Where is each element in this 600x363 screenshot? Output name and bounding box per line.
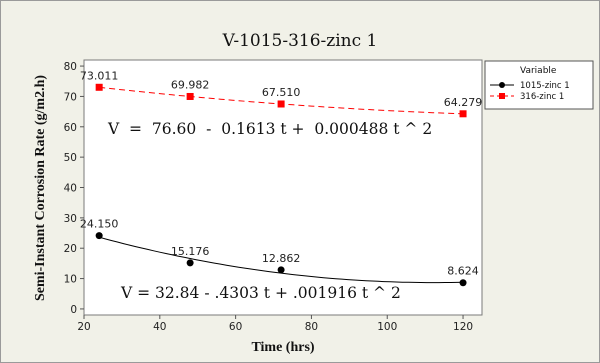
data-label: 15.176 [171, 245, 210, 258]
legend-label: 1015-zinc 1 [520, 81, 570, 91]
y-tick-label: 40 [64, 183, 77, 195]
x-tick-label: 100 [377, 321, 397, 333]
y-tick-label: 20 [64, 243, 77, 255]
data-label: 24.150 [80, 218, 119, 231]
x-tick-label: 40 [153, 321, 166, 333]
data-point [186, 92, 194, 100]
y-axis-label: Semi-Instant Corrosion Rate (g/m2.h) [33, 75, 48, 301]
equation-1015-zinc: V = 32.84 - .4303 t + .001916 t ^ 2 [120, 284, 401, 302]
legend-title: Variable [520, 66, 557, 76]
data-point [95, 232, 103, 240]
x-tick-label: 120 [453, 321, 473, 333]
data-label: 64.279 [444, 96, 483, 109]
data-point [459, 279, 467, 287]
chart-title: V-1015-316-zinc 1 [222, 31, 378, 51]
legend-marker [499, 93, 505, 99]
series-1015-zinc-1: 24.150 15.176 12.862 8.624 [80, 218, 479, 287]
data-label: 12.862 [262, 252, 301, 265]
x-tick-label: 20 [77, 321, 90, 333]
data-point [95, 83, 103, 91]
series-316-zinc-1: 73.011 69.982 67.510 64.279 [80, 69, 483, 118]
y-tick-label: 80 [64, 61, 77, 73]
y-tick-label: 70 [64, 91, 77, 103]
x-axis-label: Time (hrs) [251, 340, 314, 355]
y-tick-label: 50 [64, 152, 77, 164]
legend-label: 316-zinc 1 [520, 92, 564, 102]
legend-item-1015-zinc-1: 1015-zinc 1 [490, 81, 570, 91]
x-tick-label: 60 [229, 321, 242, 333]
y-axis-ticks: 0 10 20 30 40 50 60 70 80 [64, 61, 84, 316]
x-axis-ticks: 20 40 60 80 100 120 [77, 315, 473, 333]
y-tick-label: 0 [70, 304, 77, 316]
data-point [277, 100, 285, 108]
series-layer: 24.150 15.176 12.862 8.624 73.011 69.982 67.51… [80, 69, 483, 287]
x-tick-label: 80 [305, 321, 318, 333]
equation-316-zinc: V = 76.60 - 0.1613 t + 0.000488 t ^ 2 [107, 120, 432, 138]
legend-item-316-zinc-1: 316-zinc 1 [490, 92, 564, 102]
data-point [186, 259, 194, 267]
data-point [277, 266, 285, 274]
data-point [459, 110, 467, 118]
y-tick-label: 30 [64, 213, 77, 225]
y-tick-label: 10 [64, 274, 77, 286]
data-label: 69.982 [171, 78, 210, 91]
data-label: 67.510 [262, 86, 301, 99]
legend-marker [499, 82, 505, 88]
data-label: 8.624 [447, 265, 479, 278]
y-tick-label: 60 [64, 122, 77, 134]
data-label: 73.011 [80, 69, 119, 82]
